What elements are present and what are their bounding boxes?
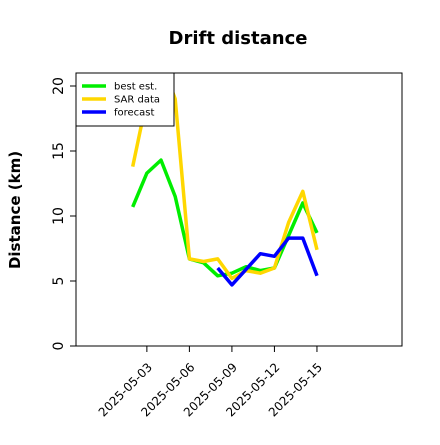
y-tick-label: 20: [51, 77, 67, 95]
legend: best est. SAR data forecast: [75, 72, 175, 127]
series-line-sar-data: [130, 73, 319, 281]
legend-label: best est.: [114, 82, 157, 93]
y-axis: 0 5 10 15 20: [51, 77, 76, 350]
x-axis: 2025-05-032025-05-062025-05-092025-05-12…: [96, 346, 325, 419]
y-axis-label: Distance (km): [6, 151, 24, 269]
y-tick-label: 5: [51, 277, 67, 286]
series-line-forecast: [216, 236, 319, 287]
legend-label: SAR data: [114, 95, 160, 106]
plot-frame: [75, 72, 403, 347]
y-tick-label: 15: [51, 142, 67, 160]
legend-label: forecast: [114, 108, 155, 119]
y-tick-label: 0: [51, 342, 67, 351]
y-tick-label: 10: [51, 207, 67, 225]
chart-title: Drift distance: [169, 28, 308, 49]
series-layer: [130, 73, 319, 287]
